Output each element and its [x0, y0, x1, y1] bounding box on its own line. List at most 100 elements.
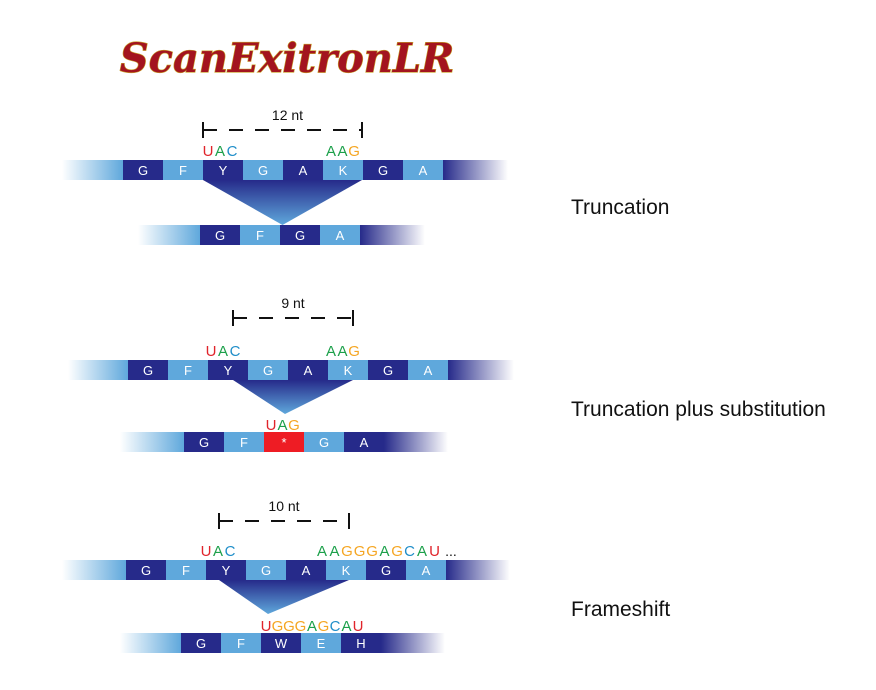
amino-acid-label: A [336, 228, 345, 243]
excision-funnel [203, 180, 362, 225]
amino-acid-box [206, 560, 246, 580]
band-fade-left [68, 360, 128, 380]
amino-acid-label: G [258, 163, 268, 178]
amino-acid-label: K [339, 163, 348, 178]
amino-acid-label: F [182, 563, 190, 578]
amino-acid-box [240, 225, 280, 245]
band-fade-right [360, 225, 425, 245]
amino-acid-box [208, 360, 248, 380]
amino-acid-label: G [378, 163, 388, 178]
amino-acid-label: A [302, 563, 311, 578]
amino-acid-box [246, 560, 286, 580]
amino-acid-box [288, 360, 328, 380]
band-fade-left [62, 160, 123, 180]
right-seq-nucleotide: A [326, 143, 336, 160]
length-label: 10 nt [268, 498, 299, 514]
band-fade-left [138, 225, 200, 245]
amino-acid-box [221, 633, 261, 653]
sequence-ellipsis: ... [445, 543, 457, 559]
amino-acid-box [344, 432, 384, 452]
app-title: ScanExitronLR [120, 35, 454, 82]
amino-acid-label: G [381, 563, 391, 578]
left-codon-nucleotide: C [225, 543, 236, 560]
amino-acid-box [366, 560, 406, 580]
right-seq-nucleotide: U [429, 543, 440, 560]
amino-acid-box [301, 633, 341, 653]
amino-acid-box [248, 360, 288, 380]
amino-acid-box [123, 160, 163, 180]
left-codon-nucleotide: C [230, 343, 241, 360]
amino-acid-label: G [295, 228, 305, 243]
panel-truncation: 12 ntU A C A A GG F Y G A K G AG F G A [62, 107, 508, 245]
amino-acid-label: F [179, 163, 187, 178]
amino-acid-label: A [304, 363, 313, 378]
panel-label-truncation-plus-substitution: Truncation plus substitution [571, 398, 826, 421]
amino-acid-label: A [422, 563, 431, 578]
amino-acid-label: G [141, 563, 151, 578]
amino-acid-box [203, 160, 243, 180]
amino-acid-box [181, 633, 221, 653]
amino-acid-box [408, 360, 448, 380]
band-fade-right [381, 633, 445, 653]
amino-acid-box [243, 160, 283, 180]
junction-nucleotide: A [341, 618, 351, 635]
amino-acid-box [326, 560, 366, 580]
junction-nucleotide: U [261, 618, 272, 635]
amino-acid-box [261, 633, 301, 653]
amino-acid-box [286, 560, 326, 580]
left-codon-nucleotide: U [203, 143, 214, 160]
right-seq-nucleotide: A [330, 543, 340, 560]
amino-acid-label: * [281, 435, 286, 450]
right-seq-nucleotide: A [338, 343, 348, 360]
amino-acid-label: F [184, 363, 192, 378]
junction-nucleotide: G [288, 417, 300, 434]
left-codon-nucleotide: A [218, 343, 228, 360]
amino-acid-box [403, 160, 443, 180]
amino-acid-label: G [261, 563, 271, 578]
right-seq-nucleotide: C [404, 543, 415, 560]
excision-funnel [219, 580, 349, 614]
amino-acid-box [126, 560, 166, 580]
band-fade-left [120, 432, 184, 452]
amino-acid-label: K [344, 363, 353, 378]
amino-acid-box [184, 432, 224, 452]
amino-acid-label: G [383, 363, 393, 378]
panel-frameshift: 10 ntU A C A A G G G A G C A U ...G F Y G A K G AU G G G A G C A UG F… [62, 498, 510, 653]
amino-acid-label: F [256, 228, 264, 243]
amino-acid-label: K [342, 563, 351, 578]
left-codon-nucleotide: A [213, 543, 223, 560]
amino-acid-box [341, 633, 381, 653]
right-seq-nucleotide: A [338, 143, 348, 160]
amino-acid-label: A [360, 435, 369, 450]
amino-acid-box [283, 160, 323, 180]
amino-acid-box [224, 432, 264, 452]
right-seq-nucleotide: G [341, 543, 353, 560]
amino-acid-label: A [419, 163, 428, 178]
amino-acid-box [304, 432, 344, 452]
amino-acid-label: G [196, 636, 206, 651]
length-label: 12 nt [272, 107, 303, 123]
band-fade-left [62, 560, 126, 580]
right-seq-nucleotide: G [348, 143, 360, 160]
amino-acid-box [363, 160, 403, 180]
band-fade-right [443, 160, 508, 180]
amino-acid-label: Y [224, 363, 233, 378]
excision-funnel [233, 380, 353, 414]
right-seq-nucleotide: G [391, 543, 403, 560]
amino-acid-label: Y [222, 563, 231, 578]
amino-acid-label: A [424, 363, 433, 378]
left-codon-nucleotide: U [206, 343, 217, 360]
junction-nucleotide: C [330, 618, 341, 635]
right-seq-nucleotide: G [366, 543, 378, 560]
amino-acid-label: F [237, 636, 245, 651]
amino-acid-box [323, 160, 363, 180]
junction-nucleotide: U [353, 618, 364, 635]
band-fade-left [120, 633, 181, 653]
amino-acid-box [320, 225, 360, 245]
band-fade-right [384, 432, 448, 452]
